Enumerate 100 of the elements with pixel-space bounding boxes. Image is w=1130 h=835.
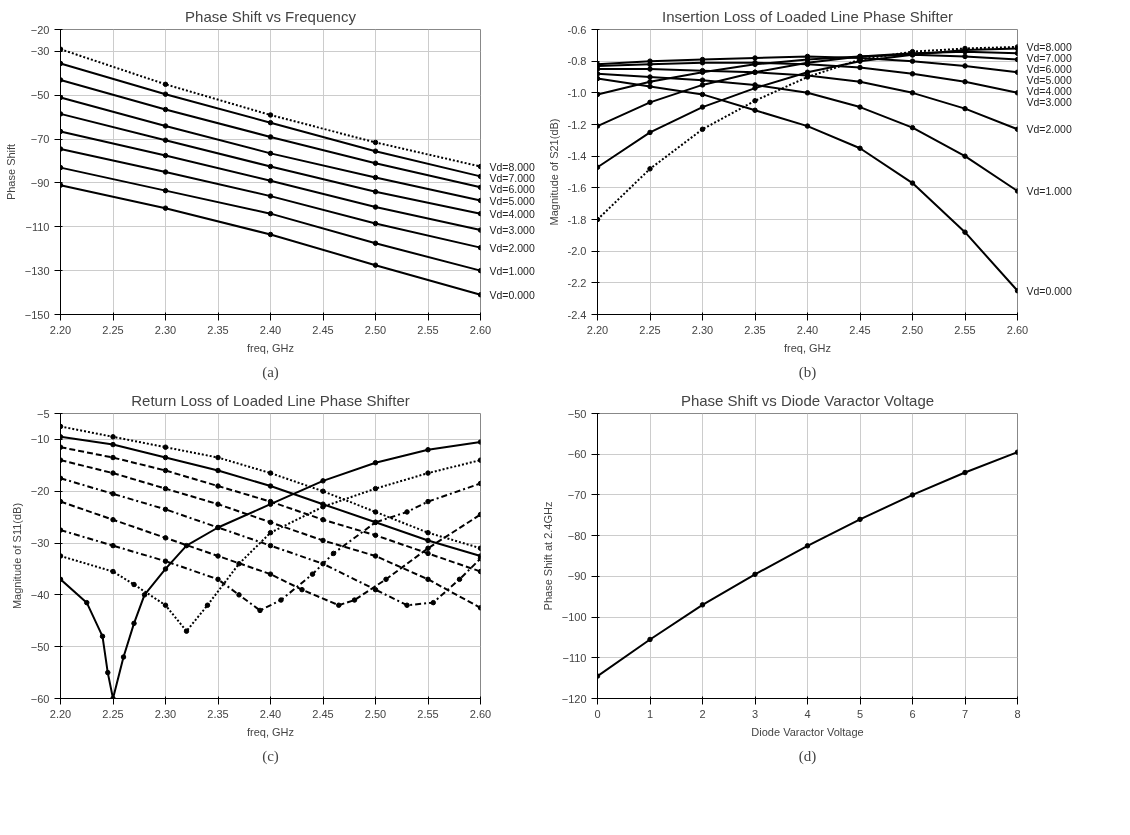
chart-title: Phase Shift vs Frequency xyxy=(185,7,357,25)
x-tick-label: 2 xyxy=(699,707,706,720)
y-tick-label: -2.2 xyxy=(567,276,587,289)
y-tick-label: −40 xyxy=(30,588,50,601)
y-tick-label: −80 xyxy=(567,529,587,542)
x-tick-label: 7 xyxy=(961,707,969,720)
y-tick-label: -2.4 xyxy=(567,308,587,321)
x-tick-label: 4 xyxy=(804,707,811,720)
y-tick-label: −90 xyxy=(30,176,50,189)
x-tick-label: 1 xyxy=(646,707,654,720)
y-tick-label: -0.8 xyxy=(567,55,587,68)
x-tick-label: 2.20 xyxy=(49,323,72,336)
x-tick-label: 2.45 xyxy=(312,323,334,336)
y-tick-label: −30 xyxy=(30,45,50,58)
y-axis-title: Magnitude of S11(dB) xyxy=(10,502,23,610)
x-tick-label: 2.40 xyxy=(259,707,282,720)
y-tick-label: -1.8 xyxy=(567,213,587,226)
x-tick-label: 2.25 xyxy=(102,323,124,336)
y-tick-label: −70 xyxy=(30,133,50,146)
x-axis-title: Diode Varactor Voltage xyxy=(751,725,864,738)
x-tick-label: 2.60 xyxy=(469,707,492,720)
series-label: Vd=4.000 xyxy=(1026,84,1072,97)
x-tick-label: 5 xyxy=(856,707,864,720)
series-label: Vd=7.000 xyxy=(489,171,535,184)
y-tick-label: −150 xyxy=(24,308,50,321)
y-tick-label: -2.0 xyxy=(567,245,587,258)
y-tick-label: −70 xyxy=(567,488,587,501)
chart-title: Insertion Loss of Loaded Line Phase Shifter xyxy=(661,7,954,25)
x-tick-label: 0 xyxy=(594,707,601,720)
series-label: Vd=6.000 xyxy=(489,182,535,195)
x-tick-label: 6 xyxy=(909,707,916,720)
y-axis-title: Magnitude of S21(dB) xyxy=(547,118,560,226)
x-tick-label: 2.25 xyxy=(639,323,661,336)
y-tick-label: −20 xyxy=(30,485,50,498)
x-tick-label: 2.35 xyxy=(207,323,229,336)
series-label: Vd=5.000 xyxy=(489,194,535,207)
x-axis-title: freq, GHz xyxy=(783,341,832,354)
y-tick-label: −60 xyxy=(567,448,587,461)
series-label: Vd=1.000 xyxy=(1026,185,1072,197)
y-tick-label: −90 xyxy=(567,570,587,583)
y-tick-label: -1.4 xyxy=(567,150,587,163)
series-label: Vd=3.000 xyxy=(489,224,535,237)
text: (b) xyxy=(798,363,817,381)
x-axis-title: freq, GHz xyxy=(246,725,295,738)
y-tick-label: −50 xyxy=(30,89,50,102)
series-label: Vd=1.000 xyxy=(489,264,535,277)
y-tick-label: −50 xyxy=(567,407,587,420)
text: (c) xyxy=(262,747,279,765)
series-label: Vd=8.000 xyxy=(489,160,535,173)
x-tick-label: 2.45 xyxy=(849,323,871,336)
y-tick-label: −5 xyxy=(36,407,50,420)
y-tick-label: -1.6 xyxy=(567,181,587,194)
y-axis-title: Phase Shift at 2.4GHz xyxy=(541,501,554,611)
chart-title: Return Loss of Loaded Line Phase Shifter xyxy=(131,391,410,409)
x-tick-label: 2.20 xyxy=(586,323,609,336)
x-tick-label: 2.50 xyxy=(901,323,924,336)
x-tick-label: 2.30 xyxy=(691,323,714,336)
x-tick-label: 2.30 xyxy=(154,323,177,336)
series-label: Vd=3.000 xyxy=(1026,95,1072,108)
x-tick-label: 2.55 xyxy=(417,707,439,720)
text: (d) xyxy=(798,747,817,765)
x-tick-label: 2.25 xyxy=(102,707,124,720)
series-label: Vd=5.000 xyxy=(1026,73,1072,86)
y-tick-label: −10 xyxy=(30,433,50,446)
y-tick-label: −100 xyxy=(561,611,587,624)
series-label: Vd=7.000 xyxy=(1026,51,1072,64)
series-label: Vd=2.000 xyxy=(1026,123,1072,136)
series-label: Vd=8.000 xyxy=(1026,40,1072,53)
series-label: Vd=2.000 xyxy=(489,241,535,254)
y-tick-label: −110 xyxy=(562,651,587,664)
x-tick-label: 2.35 xyxy=(744,323,766,336)
series-label: Vd=4.000 xyxy=(489,207,535,220)
y-tick-label: -1.0 xyxy=(567,86,587,99)
x-tick-label: 2.30 xyxy=(154,707,177,720)
series-label: Vd=6.000 xyxy=(1026,62,1072,75)
text: (a) xyxy=(262,363,279,381)
x-tick-label: 2.20 xyxy=(49,707,72,720)
x-axis-title: freq, GHz xyxy=(246,341,295,354)
series-label: Vd=0.000 xyxy=(1026,284,1072,297)
y-tick-label: −20 xyxy=(30,23,50,36)
x-tick-label: 2.55 xyxy=(954,323,976,336)
y-axis-title: Phase Shift xyxy=(4,143,17,201)
x-tick-label: 2.40 xyxy=(259,323,282,336)
x-tick-label: 8 xyxy=(1014,707,1021,720)
x-tick-label: 2.60 xyxy=(1006,323,1029,336)
x-tick-label: 2.45 xyxy=(312,707,334,720)
x-tick-label: 2.40 xyxy=(796,323,819,336)
chart-title: Phase Shift vs Diode Varactor Voltage xyxy=(680,391,935,409)
x-tick-label: 3 xyxy=(751,707,759,720)
x-tick-label: 2.55 xyxy=(417,323,439,336)
y-tick-label: -1.2 xyxy=(567,118,587,131)
y-tick-label: −50 xyxy=(30,640,50,653)
y-tick-label: -0.6 xyxy=(567,23,587,36)
x-tick-label: 2.50 xyxy=(364,707,387,720)
x-tick-label: 2.60 xyxy=(469,323,492,336)
y-tick-label: −110 xyxy=(25,220,50,233)
y-tick-label: −120 xyxy=(561,692,587,705)
x-tick-label: 2.35 xyxy=(207,707,229,720)
y-tick-label: −130 xyxy=(24,264,50,277)
y-tick-label: −30 xyxy=(30,537,50,550)
